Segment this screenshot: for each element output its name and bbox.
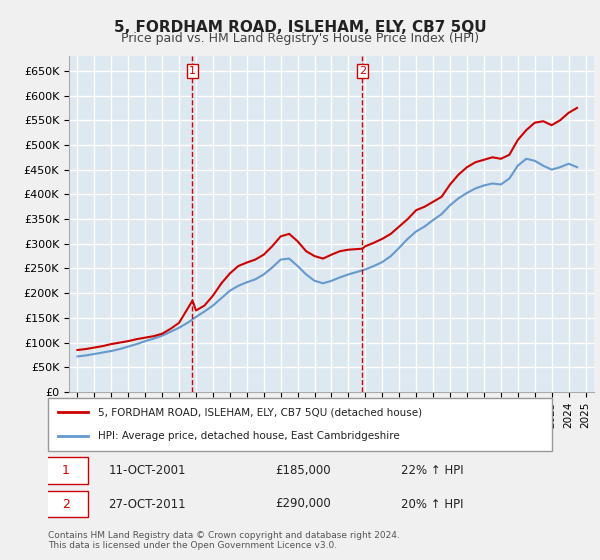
Text: 5, FORDHAM ROAD, ISLEHAM, ELY, CB7 5QU: 5, FORDHAM ROAD, ISLEHAM, ELY, CB7 5QU bbox=[113, 20, 487, 35]
Text: £290,000: £290,000 bbox=[275, 497, 331, 511]
Text: 20% ↑ HPI: 20% ↑ HPI bbox=[401, 497, 463, 511]
Text: HPI: Average price, detached house, East Cambridgeshire: HPI: Average price, detached house, East… bbox=[98, 431, 400, 441]
Text: £185,000: £185,000 bbox=[275, 464, 331, 477]
Text: 22% ↑ HPI: 22% ↑ HPI bbox=[401, 464, 463, 477]
Text: 2: 2 bbox=[62, 497, 70, 511]
Text: 2: 2 bbox=[359, 66, 366, 76]
Text: 27-OCT-2011: 27-OCT-2011 bbox=[109, 497, 186, 511]
Text: 1: 1 bbox=[189, 66, 196, 76]
FancyBboxPatch shape bbox=[43, 457, 88, 484]
Text: 5, FORDHAM ROAD, ISLEHAM, ELY, CB7 5QU (detached house): 5, FORDHAM ROAD, ISLEHAM, ELY, CB7 5QU (… bbox=[98, 408, 422, 418]
Text: Contains HM Land Registry data © Crown copyright and database right 2024.
This d: Contains HM Land Registry data © Crown c… bbox=[48, 531, 400, 550]
Text: 1: 1 bbox=[62, 464, 70, 477]
Text: Price paid vs. HM Land Registry's House Price Index (HPI): Price paid vs. HM Land Registry's House … bbox=[121, 32, 479, 45]
FancyBboxPatch shape bbox=[48, 398, 552, 451]
FancyBboxPatch shape bbox=[43, 491, 88, 517]
Text: 11-OCT-2001: 11-OCT-2001 bbox=[109, 464, 186, 477]
